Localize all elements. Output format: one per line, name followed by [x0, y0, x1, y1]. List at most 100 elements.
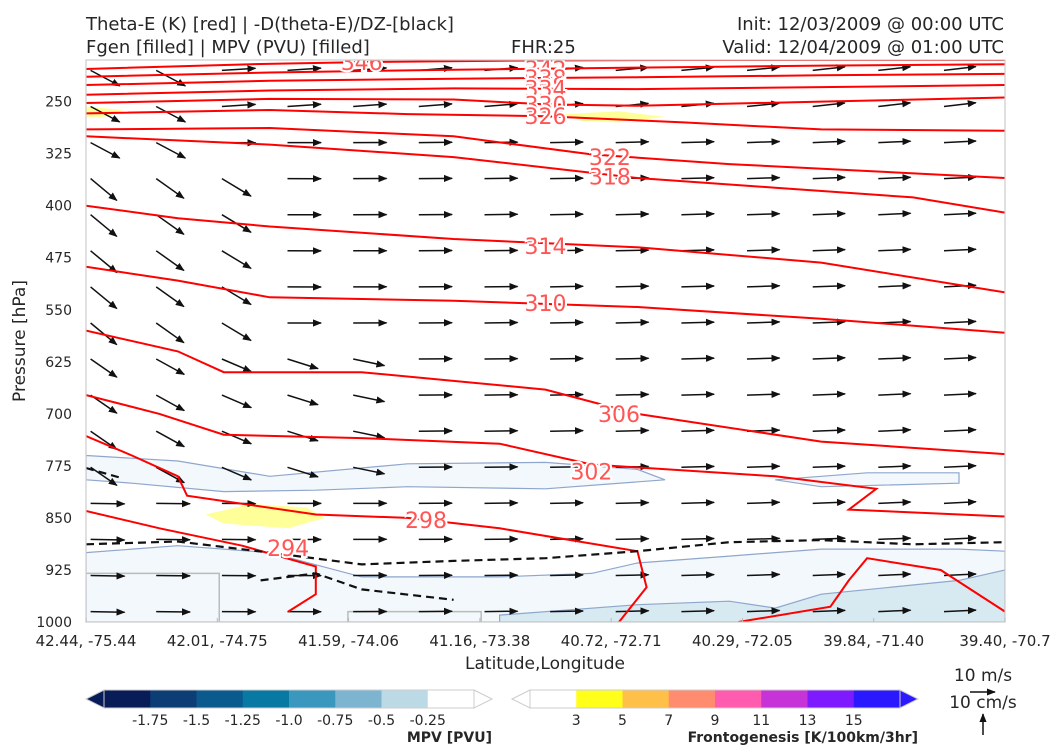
frontogenesis-colorbar-swatch [761, 690, 808, 708]
mpv-colorbar-swatch [104, 690, 151, 708]
wind-vector [943, 100, 977, 108]
wind-vector [90, 178, 118, 201]
wind-vector [287, 466, 319, 478]
wind-vector [681, 426, 715, 435]
plot-background [86, 60, 1005, 622]
wind-vector [746, 498, 781, 507]
mpv-colorbar-extend-left [84, 689, 105, 709]
wind-vector [550, 571, 584, 579]
wind-vector [615, 499, 650, 507]
mpv-colorbar-swatch [150, 690, 197, 708]
wind-vector [746, 246, 781, 254]
wind-vector [681, 571, 715, 579]
mpv-colorbar-swatch [335, 690, 382, 708]
wind-vector [221, 394, 253, 409]
mpv-colorbar-swatch [196, 690, 244, 708]
theta-e-contour [86, 60, 1005, 70]
dtheta-dz-dashed-contour [86, 466, 124, 480]
dtheta-dz-dashed-contour [86, 538, 1005, 566]
theta-e-contour [86, 72, 1005, 86]
wind-vector [746, 282, 781, 290]
theta-e-contour-label: 298 [405, 509, 447, 534]
mpv-colorbar-label: MPV [PVU] [407, 730, 492, 746]
wind-vector [550, 282, 584, 291]
wind-vector [155, 322, 185, 344]
theta-e-contour-label: 318 [589, 166, 631, 191]
wind-vector [90, 572, 126, 580]
wind-vector [484, 100, 519, 109]
frontogenesis-colorbar-frame [529, 689, 901, 709]
frontogenesis-colorbar-tick-label: 3 [572, 713, 581, 729]
wind-vector [221, 466, 253, 481]
wind-vector [155, 430, 186, 448]
x-tick-label: 42.44, -75.44 [36, 632, 137, 650]
frontogenesis-colorbar-swatch [807, 690, 855, 708]
wind-vector [287, 65, 322, 73]
theta-e-contour-label: 338 [525, 67, 567, 92]
theta-e-contour-label: 326 [525, 105, 567, 130]
frontogenesis-colorbar-extend-right [899, 689, 920, 709]
mpv-fill-region [86, 545, 1005, 622]
mpv-fill-region [775, 472, 960, 488]
wind-vector [746, 390, 781, 398]
wind-vector [287, 358, 319, 370]
wind-vector [943, 209, 977, 218]
theta-e-contour-label: 314 [525, 235, 567, 260]
wind-vector [878, 210, 912, 218]
wind-vector [550, 318, 584, 327]
wind-vector [943, 498, 977, 506]
wind-vector [550, 427, 584, 435]
wind-vector [878, 606, 912, 615]
mpv-colorbar-swatch [289, 690, 336, 708]
wind-vector [812, 318, 846, 326]
wind-vector [878, 64, 912, 72]
wind-vector [615, 607, 650, 615]
wind-vector [615, 318, 650, 326]
wind-vector [681, 354, 715, 362]
wind-vector [550, 210, 584, 218]
wind-vector [90, 500, 126, 508]
terrain-outline [347, 610, 482, 622]
wind-vector [353, 101, 388, 109]
mpv-colorbar-tick-label: -1.0 [275, 713, 302, 729]
wind-vectors [90, 63, 977, 616]
wind-vector [681, 463, 715, 471]
x-tick-label: 39.84, -71.40 [823, 632, 924, 650]
y-tick-label: 700 [45, 407, 72, 423]
frontogenesis-colorbar-swatch [853, 690, 901, 708]
wind-vector [90, 69, 121, 87]
wind-vector [550, 246, 584, 254]
wind-vector [90, 286, 118, 310]
wind-vector [746, 64, 781, 72]
theta-e-contour-label: 346 [341, 51, 383, 76]
theta-e-contour [86, 435, 648, 622]
x-tick-label: 41.59, -74.06 [298, 632, 399, 650]
wind-vector [221, 430, 253, 445]
theta-e-contour [86, 329, 1005, 456]
wind-vector [353, 394, 386, 404]
wind-vector [812, 174, 846, 182]
wind-vector [615, 535, 650, 543]
wind-vector [746, 100, 781, 108]
wind-vector [746, 174, 781, 182]
theta-e-contour [86, 108, 1005, 132]
wind-vector [550, 174, 584, 182]
wind-vector [878, 100, 912, 108]
frontogenesis-colorbar-swatch [530, 690, 577, 708]
wind-vector [155, 286, 185, 308]
frontogenesis-colorbar-label: Frontogenesis [K/100km/3hr] [688, 730, 918, 746]
plot-frame [85, 59, 1006, 623]
wind-vector [681, 499, 715, 507]
mpv-colorbar-tick-label: -0.5 [368, 713, 395, 729]
wind-vector [221, 250, 252, 270]
wind-vector [90, 250, 118, 274]
theta-e-contour [86, 265, 1005, 334]
wind-vector [943, 354, 977, 362]
frontogenesis-colorbar-swatch [668, 690, 716, 708]
wind-vector [155, 358, 186, 376]
wind-vector [681, 138, 715, 146]
wind-vector [943, 462, 977, 470]
theta-e-contour-label: 306 [598, 403, 640, 428]
dtheta-dz-dashed-contour [260, 572, 454, 601]
wind-vector [943, 534, 977, 542]
